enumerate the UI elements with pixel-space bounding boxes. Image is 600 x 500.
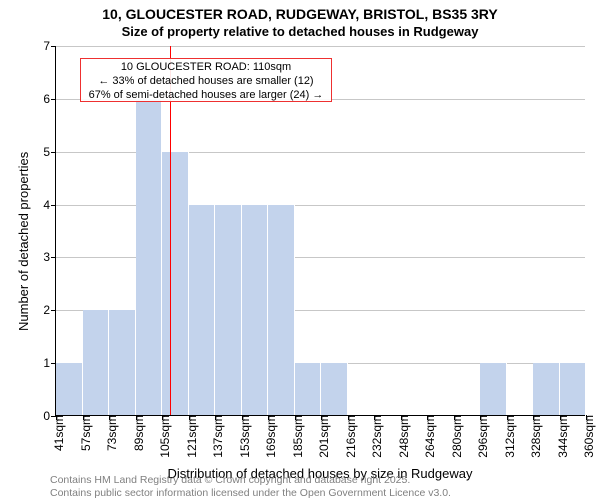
x-tick-label: 185sqm bbox=[285, 415, 305, 458]
histogram-bar bbox=[480, 362, 507, 415]
x-tick-label: 360sqm bbox=[576, 415, 596, 458]
gridline bbox=[56, 46, 585, 47]
x-tick-label: 121sqm bbox=[179, 415, 199, 458]
x-tick-label: 248sqm bbox=[391, 415, 411, 458]
y-tick-mark bbox=[51, 46, 56, 47]
x-tick-label: 216sqm bbox=[338, 415, 358, 458]
x-tick-label: 296sqm bbox=[470, 415, 490, 458]
x-tick-label: 328sqm bbox=[523, 415, 543, 458]
histogram-bar bbox=[83, 309, 110, 415]
annotation-line: 67% of semi-detached houses are larger (… bbox=[85, 89, 327, 103]
y-axis-label: Number of detached properties bbox=[16, 152, 31, 331]
y-tick-mark bbox=[51, 205, 56, 206]
x-tick-label: 312sqm bbox=[497, 415, 517, 458]
y-tick-mark bbox=[51, 310, 56, 311]
histogram-bar bbox=[242, 204, 269, 415]
histogram-bar bbox=[295, 362, 322, 415]
x-tick-label: 201sqm bbox=[311, 415, 331, 458]
chart-title-address: 10, GLOUCESTER ROAD, RUDGEWAY, BRISTOL, … bbox=[0, 6, 600, 22]
histogram-bar bbox=[56, 362, 83, 415]
histogram-bar bbox=[268, 204, 295, 415]
histogram-bar bbox=[189, 204, 216, 415]
histogram-bar bbox=[136, 98, 163, 415]
plot-area: 0123456741sqm57sqm73sqm89sqm105sqm121sqm… bbox=[55, 46, 585, 416]
footer-copyright-2: Contains public sector information licen… bbox=[50, 487, 451, 499]
histogram-bar bbox=[215, 204, 242, 415]
histogram-bar bbox=[560, 362, 587, 415]
x-tick-label: 41sqm bbox=[46, 415, 66, 451]
histogram-bar bbox=[533, 362, 560, 415]
histogram-bar bbox=[162, 151, 189, 415]
y-tick-mark bbox=[51, 152, 56, 153]
footer-copyright-1: Contains HM Land Registry data © Crown c… bbox=[50, 474, 410, 486]
x-tick-label: 232sqm bbox=[364, 415, 384, 458]
y-tick-mark bbox=[51, 257, 56, 258]
annotation-line: 10 GLOUCESTER ROAD: 110sqm bbox=[85, 61, 327, 75]
y-tick-mark bbox=[51, 99, 56, 100]
chart-subtitle: Size of property relative to detached ho… bbox=[0, 24, 600, 39]
x-tick-label: 73sqm bbox=[99, 415, 119, 451]
x-tick-label: 280sqm bbox=[444, 415, 464, 458]
x-tick-label: 137sqm bbox=[205, 415, 225, 458]
histogram-bar bbox=[321, 362, 348, 415]
x-tick-label: 105sqm bbox=[152, 415, 172, 458]
annotation-box: 10 GLOUCESTER ROAD: 110sqm← 33% of detac… bbox=[80, 58, 332, 102]
property-size-histogram: 10, GLOUCESTER ROAD, RUDGEWAY, BRISTOL, … bbox=[0, 0, 600, 500]
x-tick-label: 264sqm bbox=[417, 415, 437, 458]
x-tick-label: 57sqm bbox=[73, 415, 93, 451]
annotation-line: ← 33% of detached houses are smaller (12… bbox=[85, 75, 327, 89]
x-tick-label: 153sqm bbox=[232, 415, 252, 458]
x-tick-label: 344sqm bbox=[550, 415, 570, 458]
x-tick-label: 169sqm bbox=[258, 415, 278, 458]
histogram-bar bbox=[109, 309, 136, 415]
x-tick-label: 89sqm bbox=[126, 415, 146, 451]
